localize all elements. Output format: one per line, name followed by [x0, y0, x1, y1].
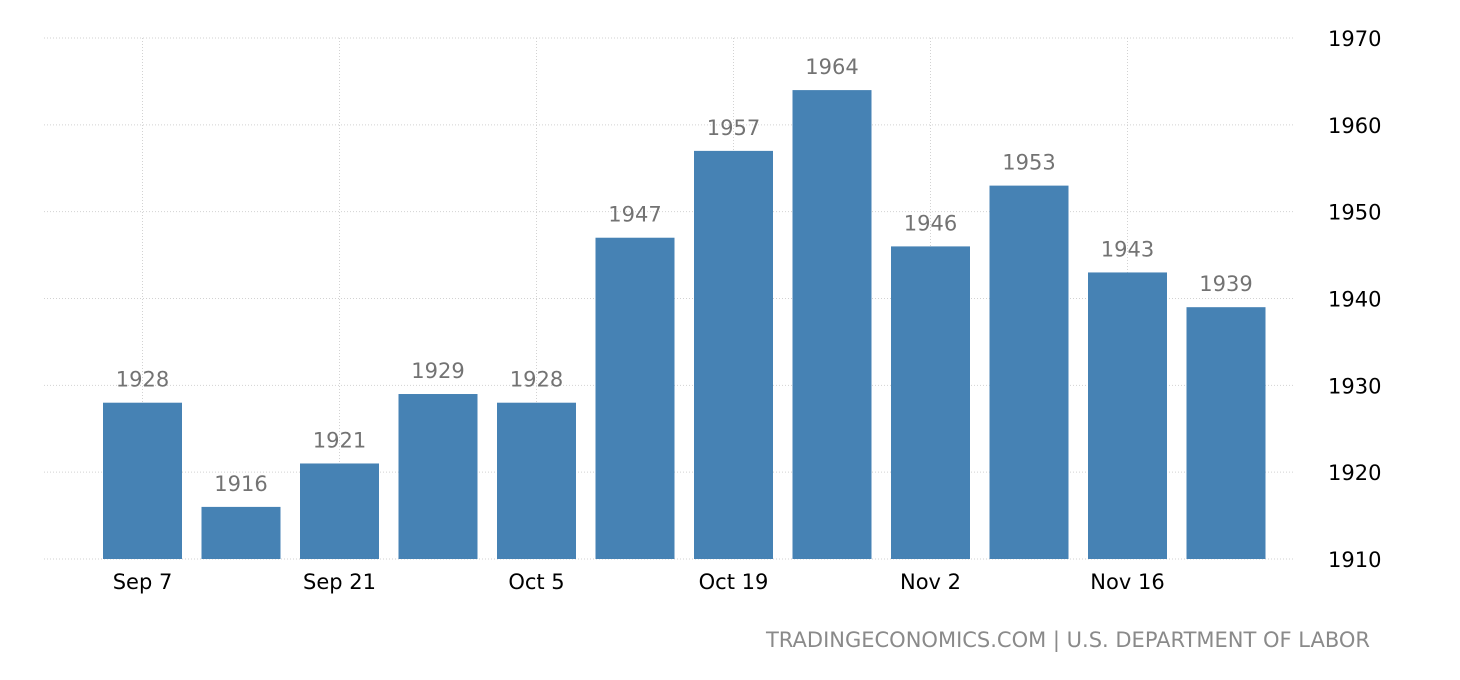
bar	[989, 185, 1069, 559]
data-label: 1928	[116, 368, 169, 392]
y-tick-label: 1910	[1328, 548, 1381, 572]
data-labels: 1928 1916 1921 1929 1928 1947 1957 1964 1946 1953…	[116, 55, 1253, 496]
bar	[103, 402, 182, 559]
data-label: 1946	[904, 211, 957, 235]
data-label: 1921	[313, 428, 366, 452]
bar	[497, 402, 576, 559]
x-tick-label: Nov 2	[900, 570, 961, 594]
data-label: 1953	[1002, 151, 1055, 175]
x-tick-label: Oct 19	[699, 570, 769, 594]
data-label: 1928	[510, 368, 563, 392]
bars	[103, 90, 1266, 559]
bar	[398, 394, 478, 559]
bar	[595, 237, 675, 559]
data-label: 1943	[1101, 237, 1154, 261]
data-label: 1947	[608, 203, 661, 227]
y-tick-label: 1940	[1328, 288, 1381, 312]
y-tick-label: 1920	[1328, 461, 1381, 485]
y-tick-label: 1950	[1328, 201, 1381, 225]
bar	[792, 90, 872, 559]
source-credit: TRADINGECONOMICS.COM | U.S. DEPARTMENT O…	[765, 628, 1370, 652]
x-tick-label: Sep 7	[113, 570, 173, 594]
bar	[891, 246, 970, 559]
bar	[300, 463, 379, 559]
y-tick-label: 1970	[1328, 27, 1381, 51]
x-tick-label: Nov 16	[1090, 570, 1164, 594]
data-label: 1929	[411, 359, 464, 383]
data-label: 1957	[707, 116, 760, 140]
y-axis: 1910 1920 1930 1940 1950 1960 1970	[1328, 27, 1381, 572]
data-label: 1964	[805, 55, 858, 79]
x-axis: Sep 7 Sep 21 Oct 5 Oct 19 Nov 2 Nov 16	[113, 570, 1165, 594]
bar	[1088, 272, 1167, 559]
data-label: 1916	[214, 472, 267, 496]
bar	[201, 506, 281, 559]
y-tick-label: 1930	[1328, 374, 1381, 398]
x-tick-label: Sep 21	[303, 570, 376, 594]
bar	[694, 150, 773, 559]
x-tick-label: Oct 5	[508, 570, 564, 594]
bar	[1186, 307, 1266, 559]
data-label: 1939	[1199, 272, 1252, 296]
y-tick-label: 1960	[1328, 114, 1381, 138]
